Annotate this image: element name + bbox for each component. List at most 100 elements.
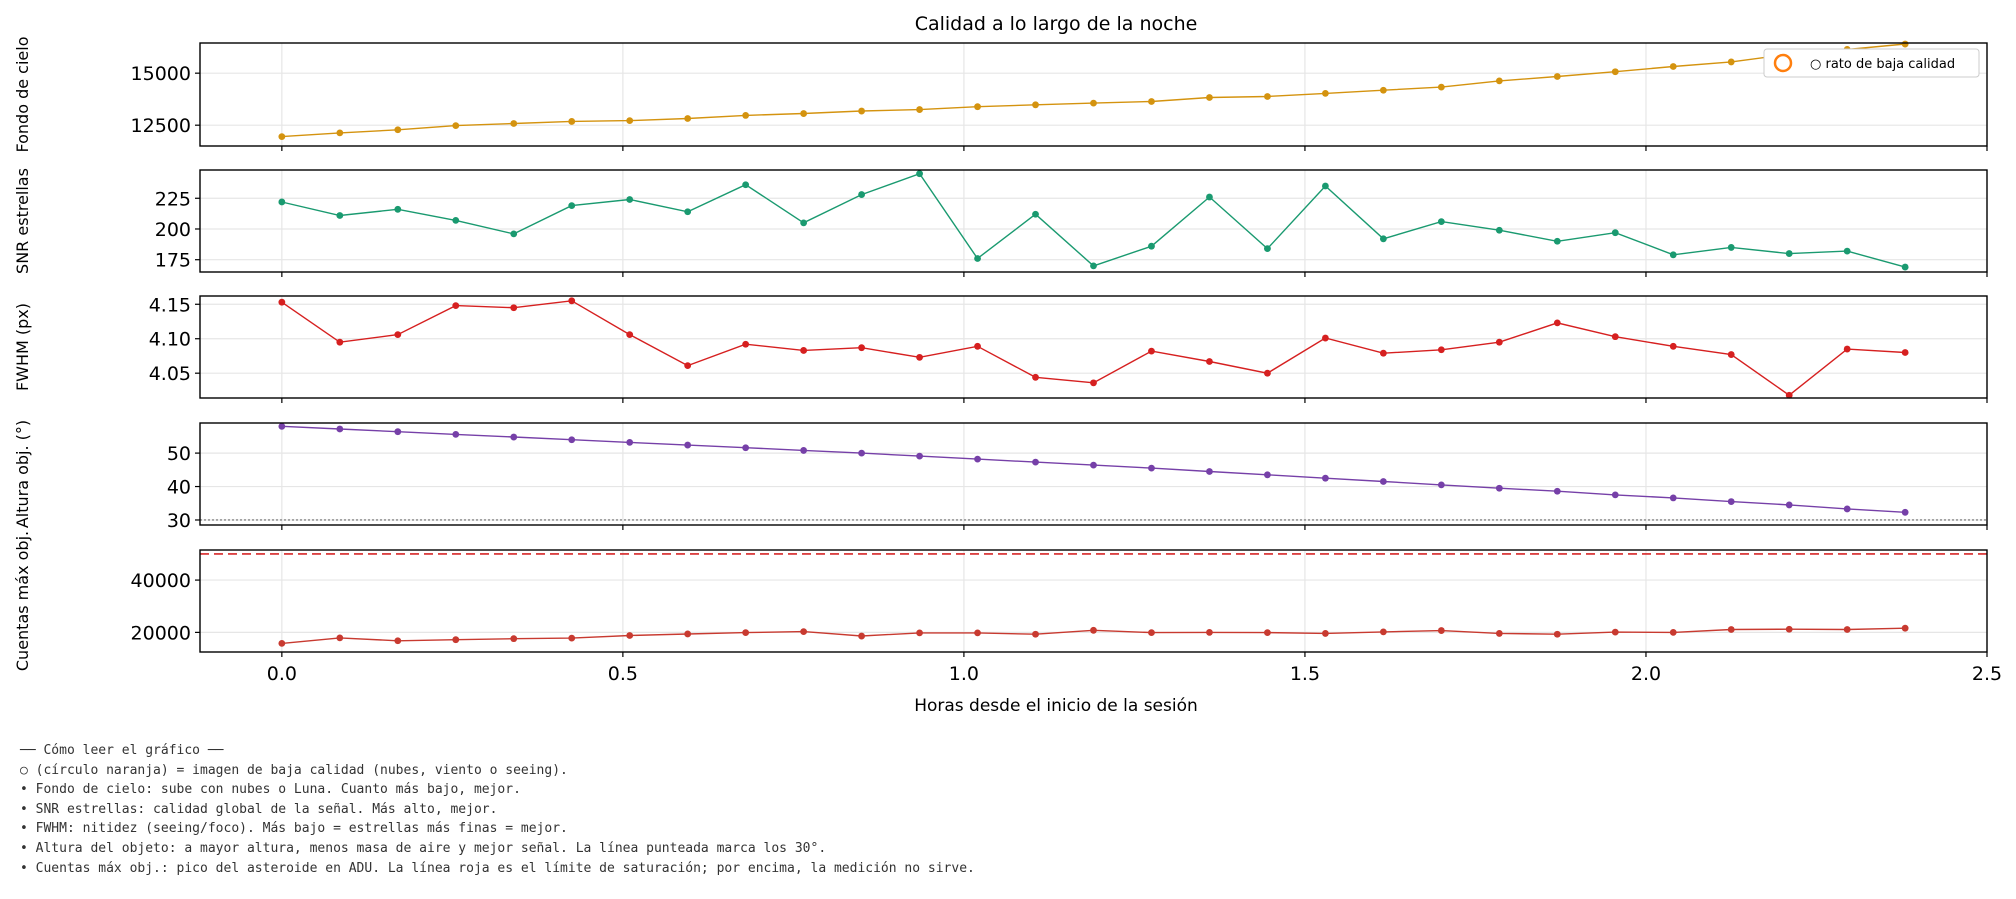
data-point [626, 117, 634, 125]
series-line [281, 425, 1906, 513]
y-tick-label: 15000 [131, 63, 191, 85]
series-line [281, 43, 1906, 138]
data-point [800, 447, 808, 454]
data-point [1206, 94, 1213, 101]
x-tick-label: 1.5 [1290, 663, 1320, 685]
data-point [1553, 630, 1561, 638]
data-point [1379, 349, 1387, 357]
data-point [1379, 86, 1387, 94]
data-point [1669, 63, 1677, 70]
data-point [1206, 358, 1213, 365]
data-point [452, 216, 460, 224]
data-point [1495, 77, 1503, 85]
data-point [394, 637, 402, 645]
data-point [626, 196, 634, 203]
data-point [1553, 237, 1561, 245]
data-point [742, 340, 750, 348]
data-point [1553, 319, 1561, 327]
data-point [336, 212, 344, 219]
data-point [1032, 373, 1039, 381]
y-tick-label: 20000 [131, 622, 191, 644]
data-point [1727, 498, 1735, 505]
axes-frame [199, 549, 1988, 653]
data-point [974, 455, 981, 463]
data-point [858, 632, 865, 640]
data-point [452, 122, 460, 130]
data-point [1669, 342, 1677, 350]
data-point [510, 433, 518, 441]
data-point [1264, 245, 1271, 253]
data-point [1264, 471, 1271, 479]
x-tick-label: 2.0 [1631, 663, 1661, 685]
data-point [452, 430, 460, 438]
data-point [800, 628, 808, 635]
y-tick-label: 200 [155, 219, 191, 241]
data-point [1611, 68, 1619, 76]
data-point [742, 444, 750, 452]
legend-marker-icon [1773, 53, 1793, 73]
data-point [1264, 629, 1271, 637]
data-point [1611, 333, 1619, 341]
reading-guide: ── Cómo leer el gráfico ── ○ (círculo nar… [20, 741, 1520, 878]
chart-panels: 12500 15000 Fondo de cielo ○ rato de baja c… [13, 37, 2002, 686]
data-point [394, 126, 402, 134]
y-tick-label: 40 [167, 477, 191, 499]
data-point [1553, 73, 1561, 80]
data-point [858, 344, 865, 352]
data-point [974, 342, 981, 350]
quality-chart: Calidad a lo largo de la noche 12500 1500… [13, 13, 2002, 716]
data-point [278, 422, 286, 430]
data-point [684, 362, 692, 370]
axes-frame [199, 295, 1988, 399]
data-point [684, 208, 692, 216]
y-tick-label: 30 [167, 510, 191, 532]
x-tick-label: 2.5 [1972, 663, 2002, 685]
data-point [394, 331, 402, 338]
data-point [626, 632, 634, 639]
panel-3: 30 40 50 Altura obj. (°) [13, 420, 1988, 532]
data-point [510, 230, 518, 238]
data-point [626, 331, 634, 338]
data-point [1090, 379, 1097, 387]
data-point [800, 110, 808, 117]
data-point [974, 255, 981, 262]
data-point [1206, 468, 1213, 475]
data-point [278, 298, 286, 306]
data-point [1032, 210, 1039, 218]
data-point [1611, 491, 1619, 499]
data-point [1727, 244, 1735, 251]
y-tick-label: 40000 [131, 570, 191, 592]
data-point [1495, 226, 1503, 234]
data-point [1379, 478, 1387, 485]
data-point [1495, 630, 1503, 637]
data-point [1553, 487, 1561, 495]
data-point [1148, 464, 1155, 472]
data-point [858, 107, 865, 115]
data-point [684, 441, 692, 449]
data-point [1785, 250, 1793, 257]
data-point [394, 205, 402, 213]
note-line: • SNR estrellas: calidad global de la se… [20, 801, 498, 817]
axes-frame [199, 42, 1988, 147]
data-point [1032, 101, 1039, 109]
data-point [974, 629, 981, 637]
data-point [568, 297, 576, 305]
data-point [800, 347, 808, 354]
data-point [1727, 351, 1735, 358]
note-line: ── Cómo leer el gráfico ── [20, 743, 224, 758]
data-point [1669, 494, 1677, 502]
data-point [336, 129, 344, 137]
data-point [916, 452, 923, 460]
data-point [1206, 193, 1213, 201]
y-axis-label: Cuentas máx obj. [13, 531, 32, 671]
data-point [1901, 40, 1909, 48]
data-point [1611, 229, 1619, 237]
data-point [1611, 628, 1619, 636]
x-tick-label: 0.0 [267, 663, 297, 685]
data-point [1437, 481, 1445, 489]
data-point [1785, 625, 1793, 633]
data-point [916, 629, 923, 637]
y-tick-label: 4.15 [149, 294, 191, 316]
data-point [684, 630, 692, 638]
data-point [336, 425, 344, 433]
